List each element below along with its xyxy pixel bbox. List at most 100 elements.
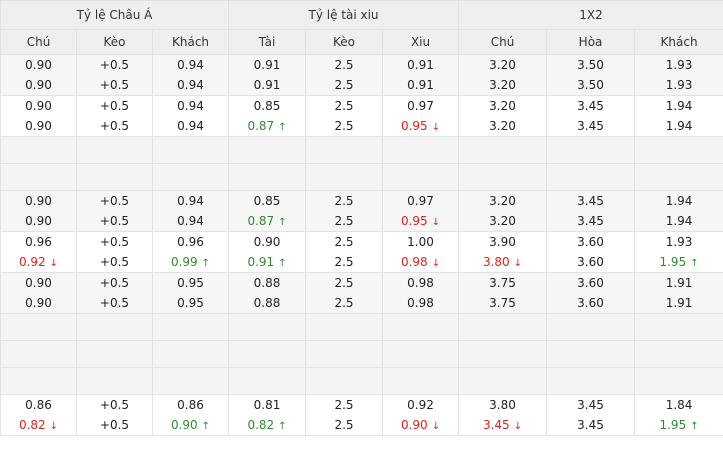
odds-value-current: 0.82 — [18, 418, 46, 432]
header-group-row: Tỷ lệ Châu Á Tỷ lệ tài xiu 1X2 — [0, 0, 723, 30]
odds-cell: 3.80 3.45 ↓ — [458, 394, 548, 436]
odds-value-opening: 0.94 — [177, 194, 204, 208]
odds-value-current: +0.5 — [99, 255, 130, 269]
odds-value-opening: 3.50 — [577, 58, 604, 72]
col-header-home: Chú — [0, 29, 77, 55]
odds-value-opening: 1.00 — [407, 235, 434, 249]
odds-row[interactable]: 0.86 0.82 ↓ +0.5 +0.5 0.86 0.90 ↑ 0.81 0.82 ↑ 2.5 2.… — [0, 394, 723, 436]
odds-value-current: 0.88 — [253, 296, 281, 310]
odds-value-current: 2.5 — [334, 78, 354, 92]
odds-value-opening: +0.5 — [99, 235, 130, 249]
empty-cell — [151, 340, 230, 368]
empty-cell — [76, 367, 153, 395]
empty-cell — [458, 313, 548, 341]
odds-row[interactable]: 0.90 0.90 +0.5 +0.5 0.94 0.94 0.91 0.91 2.5 2.5 0.… — [0, 54, 723, 96]
odds-value-opening: 2.5 — [334, 235, 354, 249]
odds-value-current: 2.5 — [334, 418, 354, 432]
odds-value-opening: 3.45 — [577, 398, 604, 412]
odds-row[interactable]: 0.90 0.90 +0.5 +0.5 0.95 0.95 0.88 0.88 2.5 2.5 0.… — [0, 272, 723, 314]
odds-cell: 3.75 3.75 — [458, 272, 548, 314]
odds-cell: +0.5 +0.5 — [76, 272, 153, 314]
col-header-1x2-away: Khách — [634, 29, 723, 55]
odds-value-opening: 0.88 — [253, 276, 281, 290]
arrow-down-icon: ↓ — [431, 258, 441, 269]
odds-value-opening: 0.96 — [25, 235, 52, 249]
empty-cell — [546, 136, 636, 164]
odds-value-opening: 0.81 — [253, 398, 281, 412]
arrow-up-icon: ↑ — [201, 258, 211, 269]
odds-value-opening: 3.75 — [489, 276, 516, 290]
odds-value-opening: 0.97 — [407, 194, 434, 208]
odds-cell: 0.85 0.87 ↑ — [228, 190, 307, 232]
odds-value-opening: +0.5 — [99, 398, 130, 412]
odds-value-opening: 0.86 — [25, 398, 52, 412]
odds-value-current: 2.5 — [334, 255, 354, 269]
odds-cell: 3.50 3.50 — [546, 54, 636, 96]
odds-cell: 1.94 1.94 — [634, 190, 723, 232]
odds-value-current: 3.45 — [577, 119, 604, 133]
empty-cell — [634, 136, 723, 164]
odds-value-opening: 0.90 — [25, 194, 52, 208]
empty-cell — [76, 340, 153, 368]
odds-cell: 3.45 3.45 — [546, 394, 636, 436]
odds-cell: +0.5 +0.5 — [76, 190, 153, 232]
empty-cell — [634, 340, 723, 368]
empty-cell — [546, 340, 636, 368]
empty-cell — [151, 313, 230, 341]
col-header-draw: Hòa — [546, 29, 636, 55]
arrow-down-icon: ↓ — [49, 421, 59, 432]
odds-value-opening: 2.5 — [334, 276, 354, 290]
empty-cell — [76, 136, 153, 164]
empty-cell — [228, 163, 307, 191]
odds-value-opening: 1.84 — [665, 398, 693, 412]
odds-value-current: 1.91 — [665, 296, 693, 310]
odds-value-opening: 0.90 — [25, 58, 52, 72]
odds-cell: 0.91 0.91 — [228, 54, 307, 96]
empty-cell — [228, 340, 307, 368]
empty-row — [0, 367, 723, 395]
odds-value-current: 3.45 — [482, 418, 510, 432]
odds-cell: 3.60 3.60 — [546, 272, 636, 314]
odds-cell: +0.5 +0.5 — [76, 54, 153, 96]
odds-row[interactable]: 0.90 0.90 +0.5 +0.5 0.94 0.94 0.85 0.87 ↑ 2.5 2.5 0… — [0, 190, 723, 232]
arrow-up-icon: ↑ — [278, 217, 287, 228]
col-header-over: Tài — [228, 29, 307, 55]
odds-value-current: 0.90 — [25, 119, 52, 133]
empty-cell — [546, 163, 636, 191]
odds-value-current: 0.90 — [25, 296, 52, 310]
odds-value-opening: 0.86 — [177, 398, 204, 412]
odds-value-opening: 0.90 — [253, 235, 281, 249]
empty-row — [0, 313, 723, 341]
odds-value-current: +0.5 — [99, 418, 130, 432]
odds-cell: 0.94 0.94 — [151, 190, 230, 232]
odds-cell: +0.5 +0.5 — [76, 231, 153, 273]
odds-value-current: 3.45 — [577, 214, 604, 228]
odds-cell: 2.5 2.5 — [305, 95, 384, 137]
odds-cell: 0.98 0.98 — [382, 272, 460, 314]
odds-row[interactable]: 0.96 0.92 ↓ +0.5 +0.5 0.96 0.99 ↑ 0.90 0.91 ↑ 2.5 2.… — [0, 231, 723, 273]
odds-cell: 2.5 2.5 — [305, 231, 384, 273]
odds-value-opening: 0.90 — [25, 276, 52, 290]
odds-cell: 0.94 0.94 — [151, 54, 230, 96]
odds-cell: 1.91 1.91 — [634, 272, 723, 314]
odds-table: Tỷ lệ Châu Á Tỷ lệ tài xiu 1X2 Chú Kèo K… — [0, 0, 723, 436]
odds-value-current: 1.94 — [665, 214, 693, 228]
odds-value-opening: +0.5 — [99, 194, 130, 208]
col-header-line: Kèo — [305, 29, 384, 55]
odds-cell: 0.86 0.90 ↑ — [151, 394, 230, 436]
arrow-up-icon: ↑ — [278, 258, 287, 269]
empty-cell — [305, 313, 384, 341]
odds-value-opening: 1.94 — [665, 194, 693, 208]
odds-cell: 0.94 0.94 — [151, 95, 230, 137]
odds-cell: 3.60 3.60 — [546, 231, 636, 273]
empty-cell — [0, 340, 77, 368]
odds-value-current: 3.20 — [489, 214, 516, 228]
odds-cell: 3.20 3.20 — [458, 95, 548, 137]
odds-row[interactable]: 0.90 0.90 +0.5 +0.5 0.94 0.94 0.85 0.87 ↑ 2.5 2.5 0… — [0, 95, 723, 137]
odds-cell: 0.97 0.95 ↓ — [382, 190, 460, 232]
odds-cell: 1.93 1.95 ↑ — [634, 231, 723, 273]
empty-cell — [305, 163, 384, 191]
odds-value-opening: 0.97 — [407, 99, 434, 113]
empty-cell — [228, 367, 307, 395]
odds-value-opening: 0.98 — [407, 276, 434, 290]
